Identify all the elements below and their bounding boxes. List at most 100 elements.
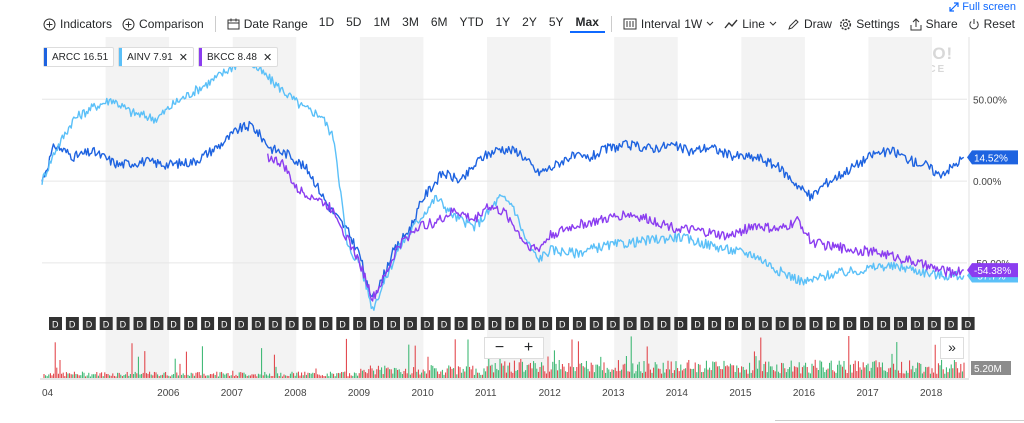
- dividend-marker[interactable]: D: [82, 317, 96, 330]
- series-line-ainv[interactable]: [41, 54, 965, 311]
- dividend-marker[interactable]: D: [860, 317, 874, 330]
- dividend-marker[interactable]: D: [302, 317, 316, 330]
- dividend-marker[interactable]: D: [894, 317, 907, 330]
- dividend-marker[interactable]: D: [572, 317, 586, 330]
- dividend-marker[interactable]: D: [944, 317, 958, 330]
- comparison-button[interactable]: Comparison: [117, 17, 209, 31]
- dividend-marker[interactable]: D: [268, 317, 282, 330]
- dividend-marker[interactable]: D: [65, 317, 79, 330]
- chip-arcc[interactable]: ARCC 16.51: [43, 47, 115, 67]
- marker-letter: D: [475, 320, 482, 330]
- series-line-bkcc[interactable]: [267, 153, 964, 302]
- dividend-marker[interactable]: D: [725, 317, 738, 330]
- plus-circle-icon: [122, 18, 135, 30]
- dividend-marker[interactable]: D: [775, 317, 789, 330]
- series-line-arcc[interactable]: [41, 120, 965, 297]
- last-value-tag-bkcc: -54.38%: [967, 263, 1018, 278]
- share-button[interactable]: Share: [905, 17, 963, 31]
- marker-box: [353, 317, 367, 330]
- last-value-tags: -57.7%-54.38%14.52%5.20M: [967, 150, 1018, 375]
- dividend-marker[interactable]: D: [184, 317, 198, 330]
- marker-letter: D: [120, 320, 127, 330]
- date-range-button[interactable]: Date Range: [222, 17, 313, 31]
- range-5d[interactable]: 5D: [346, 15, 362, 29]
- dividend-marker[interactable]: D: [589, 317, 603, 330]
- dividend-marker[interactable]: D: [691, 317, 705, 330]
- dividend-marker[interactable]: D: [387, 317, 400, 330]
- dividend-marker[interactable]: D: [910, 317, 924, 330]
- dividend-marker[interactable]: D: [826, 317, 840, 330]
- dividend-marker[interactable]: D: [927, 317, 941, 330]
- dividend-marker[interactable]: D: [99, 317, 113, 330]
- close-icon[interactable]: ✕: [178, 51, 188, 64]
- range-ytd[interactable]: YTD: [459, 15, 484, 29]
- dividend-marker[interactable]: D: [471, 317, 485, 330]
- line-type-button[interactable]: Line: [719, 17, 782, 31]
- marker-box: [894, 317, 907, 330]
- dividend-marker[interactable]: D: [674, 317, 688, 330]
- dividend-marker[interactable]: D: [505, 317, 519, 330]
- dividend-marker[interactable]: D: [150, 317, 164, 330]
- range-5y[interactable]: 5Y: [548, 15, 564, 29]
- dividend-marker[interactable]: D: [437, 317, 451, 330]
- marker-box: [336, 317, 350, 330]
- chip-ainv[interactable]: AINV 7.91 ✕: [118, 47, 194, 67]
- dividend-marker[interactable]: D: [201, 317, 215, 330]
- dividend-marker[interactable]: D: [370, 317, 384, 330]
- zoom-in-button[interactable]: +: [523, 339, 534, 356]
- marker-letter: D: [322, 320, 329, 330]
- dividend-marker[interactable]: D: [285, 317, 299, 330]
- dividend-marker[interactable]: D: [708, 317, 722, 330]
- dividend-marker[interactable]: D: [606, 317, 620, 330]
- dividend-marker[interactable]: D: [218, 317, 231, 330]
- dividend-marker[interactable]: D: [116, 317, 130, 330]
- dividend-marker[interactable]: D: [488, 317, 502, 330]
- reset-button[interactable]: Reset: [963, 17, 1020, 31]
- dividend-marker[interactable]: D: [336, 317, 350, 330]
- dividend-marker[interactable]: D: [133, 317, 147, 330]
- dividend-marker[interactable]: D: [640, 317, 654, 330]
- dividend-marker[interactable]: D: [522, 317, 536, 330]
- dividend-marker[interactable]: D: [792, 317, 806, 330]
- dividend-marker[interactable]: D: [353, 317, 367, 330]
- dividend-marker[interactable]: D: [741, 317, 755, 330]
- dividend-marker[interactable]: D: [539, 317, 553, 330]
- range-max[interactable]: Max: [569, 15, 605, 33]
- dividend-marker[interactable]: D: [420, 317, 434, 330]
- dividend-marker[interactable]: D: [556, 317, 569, 330]
- settings-button[interactable]: Settings: [834, 17, 904, 31]
- dividend-marker[interactable]: D: [877, 317, 891, 330]
- zoom-out-button[interactable]: −: [494, 339, 505, 356]
- dividend-marker[interactable]: D: [623, 317, 637, 330]
- range-1d[interactable]: 1D: [318, 15, 335, 29]
- marker-box: [454, 317, 468, 330]
- range-1m[interactable]: 1M: [373, 15, 391, 29]
- draw-button[interactable]: Draw: [782, 17, 837, 31]
- dividend-marker[interactable]: D: [167, 317, 181, 330]
- dividend-marker[interactable]: D: [234, 317, 248, 330]
- dividend-marker[interactable]: D: [758, 317, 772, 330]
- dividend-marker[interactable]: D: [961, 317, 975, 330]
- range-2y[interactable]: 2Y: [522, 15, 537, 29]
- dividend-marker[interactable]: D: [403, 317, 417, 330]
- fullscreen-button[interactable]: Full screen: [949, 1, 1016, 13]
- tag-label: 14.52%: [974, 153, 1008, 164]
- range-6m[interactable]: 6M: [430, 15, 448, 29]
- dividend-marker[interactable]: D: [454, 317, 468, 330]
- close-icon[interactable]: ✕: [262, 51, 273, 64]
- range-1y[interactable]: 1Y: [495, 15, 511, 29]
- marker-letter: D: [339, 320, 346, 330]
- dividend-marker[interactable]: D: [809, 317, 823, 330]
- marker-box: [657, 317, 671, 330]
- indicators-button[interactable]: Indicators: [38, 17, 117, 31]
- scroll-right-button[interactable]: »: [940, 337, 964, 359]
- dividend-marker[interactable]: D: [843, 317, 857, 330]
- dividend-marker[interactable]: D: [49, 317, 62, 330]
- chip-bkcc[interactable]: BKCC 8.48 ✕: [197, 47, 279, 67]
- dividend-marker[interactable]: D: [657, 317, 671, 330]
- dividend-marker[interactable]: D: [251, 317, 265, 330]
- range-3m[interactable]: 3M: [402, 15, 419, 29]
- interval-button[interactable]: Interval 1W: [618, 17, 719, 31]
- dividend-marker[interactable]: D: [319, 317, 333, 330]
